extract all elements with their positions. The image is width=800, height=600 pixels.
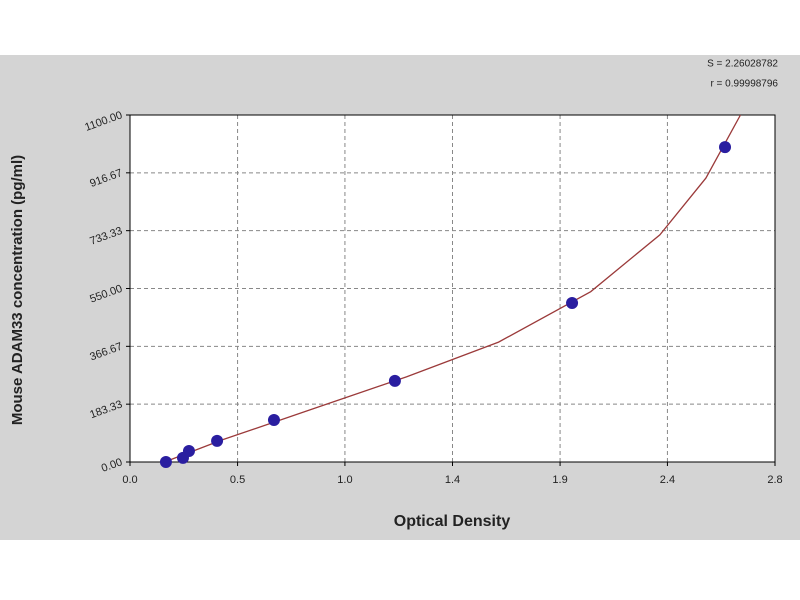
x-tick-label: 1.0: [337, 474, 352, 486]
x-tick-label: 0.5: [230, 474, 245, 486]
data-point: [719, 141, 732, 154]
annotation: r = 0.99998796: [710, 79, 778, 90]
data-point: [182, 444, 195, 457]
data-point: [388, 374, 401, 387]
annotation: S = 2.26028782: [707, 59, 778, 70]
x-tick-label: 2.8: [767, 474, 782, 486]
data-point: [267, 414, 280, 427]
x-tick-label: 1.4: [445, 474, 460, 486]
x-tick-label: 1.9: [552, 474, 567, 486]
x-tick-label: 0.0: [122, 474, 137, 486]
x-tick-label: 2.4: [660, 474, 675, 486]
data-point: [159, 456, 172, 468]
data-point: [211, 434, 224, 447]
y-axis-title: Mouse ADAM33 concentration (pg/ml): [9, 155, 26, 425]
data-point: [566, 297, 579, 310]
x-axis-title: Optical Density: [394, 513, 511, 530]
fit-curve: [164, 114, 742, 463]
